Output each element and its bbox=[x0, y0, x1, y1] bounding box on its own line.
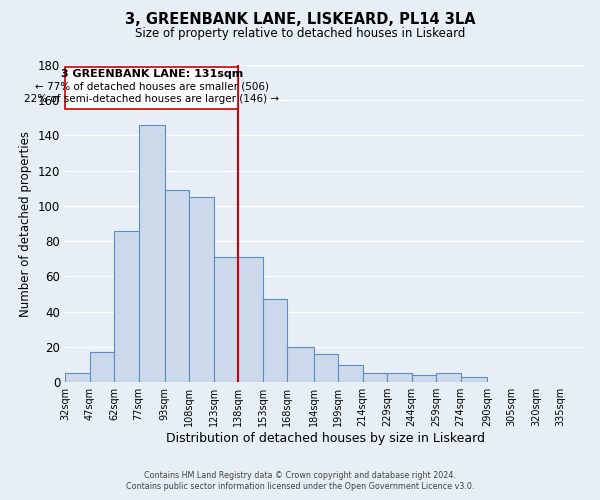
Bar bbox=[412, 375, 436, 382]
Text: 22% of semi-detached houses are larger (146) →: 22% of semi-detached houses are larger (… bbox=[24, 94, 279, 104]
Bar bbox=[338, 364, 362, 382]
Bar bbox=[190, 197, 214, 382]
Bar bbox=[461, 377, 487, 382]
Text: Contains public sector information licensed under the Open Government Licence v3: Contains public sector information licen… bbox=[126, 482, 474, 491]
Bar bbox=[238, 257, 263, 382]
Bar bbox=[387, 374, 412, 382]
Bar bbox=[287, 347, 314, 382]
Text: ← 77% of detached houses are smaller (506): ← 77% of detached houses are smaller (50… bbox=[35, 82, 269, 92]
Bar bbox=[314, 354, 338, 382]
Text: Contains HM Land Registry data © Crown copyright and database right 2024.: Contains HM Land Registry data © Crown c… bbox=[144, 471, 456, 480]
Bar bbox=[263, 300, 287, 382]
Y-axis label: Number of detached properties: Number of detached properties bbox=[19, 130, 32, 316]
Bar bbox=[362, 374, 387, 382]
X-axis label: Distribution of detached houses by size in Liskeard: Distribution of detached houses by size … bbox=[166, 432, 485, 445]
Bar bbox=[114, 230, 139, 382]
Text: Size of property relative to detached houses in Liskeard: Size of property relative to detached ho… bbox=[135, 27, 465, 40]
Text: 3 GREENBANK LANE: 131sqm: 3 GREENBANK LANE: 131sqm bbox=[61, 70, 243, 80]
FancyBboxPatch shape bbox=[65, 67, 238, 109]
Bar bbox=[165, 190, 190, 382]
Bar bbox=[214, 257, 238, 382]
Bar bbox=[139, 125, 165, 382]
Text: 3, GREENBANK LANE, LISKEARD, PL14 3LA: 3, GREENBANK LANE, LISKEARD, PL14 3LA bbox=[125, 12, 475, 28]
Bar bbox=[65, 374, 89, 382]
Bar bbox=[436, 374, 461, 382]
Bar bbox=[89, 352, 114, 382]
